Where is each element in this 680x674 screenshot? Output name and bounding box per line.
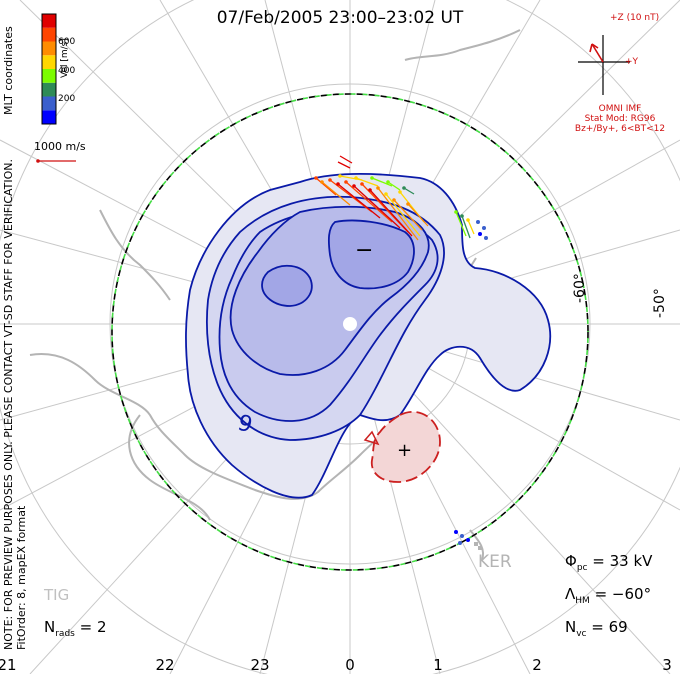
imf-clock [578, 35, 630, 95]
n-vc-stat: Nvc = 69 [565, 618, 628, 639]
colorbar-tick-400: 400 [58, 66, 76, 76]
coordinates-label: MLT coordinates [2, 26, 15, 115]
station-ker-label: KER [478, 552, 512, 572]
map-title: 07/Feb/2005 23:00–23:02 UT [216, 8, 464, 28]
colorbar-swatch [42, 110, 56, 124]
colorbar-tick-200: 200 [58, 94, 76, 104]
mlt-label-2: 2 [532, 656, 542, 674]
colorbar-frame [41, 13, 57, 125]
imf-model-box: OMNI IMF Stat Mod: RG96 Bz+/By+, 6<BT<12 [574, 104, 666, 134]
colorbar-swatch [42, 41, 56, 56]
mlt-label-21: 21 [0, 656, 17, 674]
colorbar-swatch [42, 55, 56, 69]
latitude-label-50: -50° [652, 288, 668, 318]
geomagnetic-pole-dot [343, 317, 357, 331]
plus-potential-mark: + [397, 440, 413, 461]
mlt-label-22: 22 [155, 656, 175, 674]
colorbar-swatch [42, 27, 56, 42]
positive-contour-tail [363, 430, 380, 446]
latitude-label-60: -60° [572, 273, 588, 303]
colorbar-swatch [42, 69, 56, 83]
colorbar-swatch [42, 96, 56, 111]
colorbar-tick-600: 600 [58, 37, 76, 47]
mlt-label-23: 23 [250, 656, 270, 674]
heppner-maynard-boundary [111, 93, 589, 571]
n-rads-stat: Nrads = 2 [44, 618, 107, 639]
lambda-hm-stat: ΛHM = −60° [565, 585, 652, 606]
station-tig-label: TIG [44, 586, 70, 604]
mlt-label-0: 0 [345, 656, 355, 674]
colorbar-swatch [42, 14, 56, 28]
mlt-label-3: 3 [662, 656, 672, 674]
velocity-colorbar [41, 13, 57, 125]
mlt-label-1: 1 [433, 656, 443, 674]
minus-potential-mark: − [355, 238, 374, 263]
station-marker-ker [474, 542, 482, 550]
reference-vector-label: 1000 m/s [34, 140, 86, 153]
negative-potential-cell [185, 173, 552, 499]
preview-note: NOTE: FOR PREVIEW PURPOSES ONLY. PLEASE … [2, 158, 28, 650]
imf-y-label: +Y [625, 57, 639, 67]
positive-potential-cell [370, 410, 441, 483]
imf-z-label: +Z (10 nT) [610, 13, 660, 23]
phi-pc-stat: Φpc = 33 kV [565, 552, 653, 573]
reference-vector [36, 159, 76, 163]
colorbar-swatch [42, 82, 56, 97]
velocity-vectors [314, 155, 488, 545]
